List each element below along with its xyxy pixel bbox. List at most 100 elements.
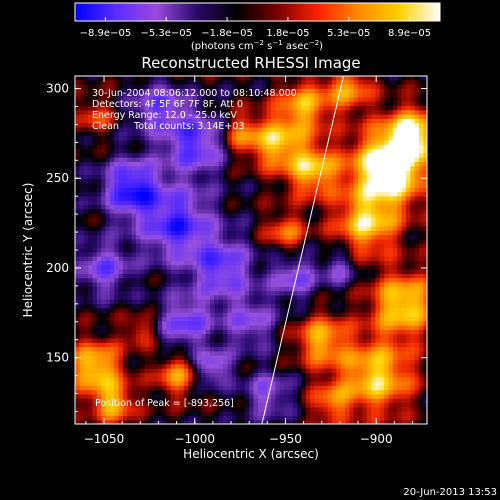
heatmap-cell [301, 187, 307, 193]
heatmap-cell [340, 320, 346, 326]
heatmap-cell [218, 122, 224, 128]
heatmap-cell [122, 109, 128, 115]
heatmap-cell [175, 286, 181, 292]
heatmap-cell [109, 290, 115, 296]
heatmap-cell [305, 376, 311, 382]
heatmap-cell [323, 342, 329, 348]
heatmap-cell [92, 238, 98, 244]
heatmap-cell [244, 415, 250, 421]
heatmap-cell [305, 114, 311, 119]
heatmap-cell [336, 165, 342, 171]
heatmap-cell [284, 346, 289, 352]
heatmap-cell [266, 170, 272, 175]
heatmap-cell [205, 277, 211, 283]
heatmap-cell [109, 363, 115, 369]
heatmap-cell [118, 329, 124, 335]
heatmap-cell [88, 415, 94, 421]
heatmap-cell [79, 213, 85, 218]
heatmap-cell [327, 337, 333, 343]
heatmap-cell [297, 269, 303, 274]
heatmap-cell [249, 170, 255, 175]
heatmap-cell [297, 182, 303, 188]
heatmap-cell [218, 256, 224, 262]
heatmap-cell [305, 359, 311, 365]
heatmap-cell [157, 406, 163, 412]
heatmap-cell [331, 346, 337, 352]
heatmap-cell [75, 264, 80, 270]
heatmap-cell [105, 79, 111, 85]
heatmap-cell [314, 170, 320, 175]
heatmap-cell [114, 230, 120, 236]
heatmap-cell [79, 195, 85, 201]
heatmap-cell [262, 380, 268, 386]
heatmap-cell [166, 225, 172, 231]
heatmap-cell [122, 290, 128, 296]
heatmap-cell [331, 225, 337, 231]
heatmap-cell [114, 238, 120, 244]
heatmap-cell [88, 83, 94, 89]
heatmap-cell [331, 148, 337, 154]
heatmap-cell [127, 312, 133, 317]
heatmap-cell [270, 303, 276, 309]
heatmap-cell [114, 161, 120, 167]
heatmap-cell [96, 398, 102, 404]
heatmap-cell [227, 372, 233, 378]
heatmap-cell [236, 329, 242, 335]
heatmap-cell [340, 324, 346, 330]
heatmap-cell [284, 415, 289, 421]
heatmap-cell [105, 148, 111, 154]
heatmap-cell [188, 372, 194, 378]
heatmap-cell [135, 101, 141, 107]
heatmap-cell [270, 385, 276, 391]
heatmap-cell [79, 346, 85, 352]
heatmap-cell [292, 260, 298, 266]
heatmap-cell [262, 307, 268, 313]
heatmap-cell [179, 359, 185, 365]
heatmap-cell [305, 329, 311, 335]
heatmap-cell [131, 299, 137, 305]
heatmap-cell [83, 182, 89, 188]
heatmap-cell [118, 368, 124, 373]
heatmap-cell [83, 114, 89, 119]
heatmap-cell [253, 217, 259, 223]
heatmap-cell [188, 161, 194, 167]
heatmap-cell [118, 307, 124, 313]
colorbar [74, 2, 441, 22]
heatmap-cell [331, 230, 337, 236]
heatmap-cell [149, 299, 154, 305]
heatmap-cell [201, 178, 207, 184]
heatmap-cell [122, 419, 128, 424]
heatmap-cell [270, 333, 276, 339]
heatmap-cell [323, 208, 329, 214]
heatmap-cell [205, 118, 211, 124]
heatmap-cell [279, 208, 285, 214]
heatmap-cell [297, 406, 303, 412]
heatmap-cell [249, 238, 255, 244]
heatmap-cell [209, 152, 215, 158]
heatmap-cell [257, 144, 263, 150]
heatmap-cell [149, 307, 154, 313]
heatmap-cell [257, 213, 263, 218]
heatmap-cell [75, 320, 80, 326]
heatmap-cell [157, 114, 163, 119]
heatmap-cell [88, 269, 94, 274]
heatmap-cell [153, 368, 159, 373]
heatmap-cell [305, 135, 311, 141]
heatmap-cell [253, 342, 259, 348]
heatmap-cell [223, 191, 229, 197]
heatmap-cell [135, 273, 141, 279]
heatmap-cell [96, 217, 102, 223]
heatmap-cell [223, 307, 229, 313]
heatmap-cell [135, 225, 141, 231]
heatmap-cell [284, 269, 289, 274]
heatmap-cell [101, 307, 107, 313]
heatmap-cell [196, 139, 202, 145]
heatmap-cell [266, 376, 272, 382]
heatmap-cell [209, 96, 215, 102]
heatmap-cell [288, 152, 294, 158]
heatmap-cell [297, 415, 303, 421]
heatmap-cell [192, 329, 198, 335]
heatmap-cell [175, 389, 181, 395]
heatmap-cell [331, 402, 337, 408]
heatmap-cell [262, 101, 268, 107]
